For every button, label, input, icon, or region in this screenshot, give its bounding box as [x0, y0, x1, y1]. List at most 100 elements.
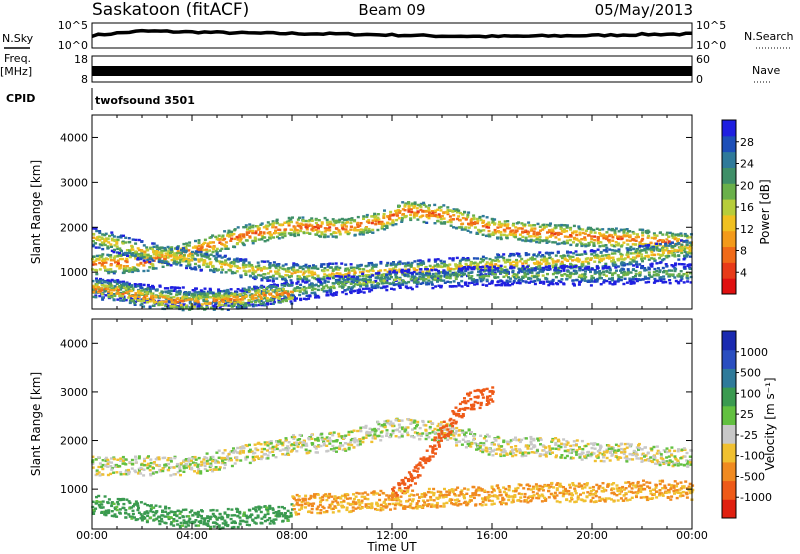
scatter-point: [206, 243, 210, 246]
scatter-point: [101, 296, 105, 299]
scatter-point: [521, 235, 525, 239]
scatter-point: [341, 277, 345, 280]
scatter-point: [187, 292, 190, 296]
scatter-point: [382, 281, 386, 285]
scatter-point: [374, 215, 378, 218]
scatter-point: [650, 264, 654, 267]
scatter-point: [668, 282, 672, 285]
scatter-point: [307, 271, 311, 274]
scatter-point: [308, 218, 312, 222]
scatter-point: [284, 279, 288, 283]
scatter-point: [686, 264, 690, 268]
scatter-point: [163, 257, 167, 261]
scatter-point: [143, 293, 147, 297]
scatter-point: [247, 304, 251, 307]
scatter-point: [437, 271, 441, 274]
scatter-point: [359, 283, 363, 286]
scatter-point: [158, 470, 162, 473]
scatter-point: [158, 247, 162, 251]
scatter-point: [460, 275, 464, 278]
scatter-point: [106, 268, 110, 271]
scatter-point: [325, 284, 329, 287]
scatter-point: [515, 264, 519, 268]
scatter-point: [157, 253, 161, 257]
scatter-point: [526, 258, 530, 261]
scatter-point: [512, 254, 516, 257]
scatter-point: [256, 266, 260, 269]
scatter-point: [476, 267, 480, 271]
beam-title: Beam 09: [358, 1, 425, 19]
scatter-point: [221, 268, 225, 271]
scatter-point: [347, 274, 351, 277]
scatter-point: [599, 258, 603, 261]
scatter-point: [610, 278, 614, 281]
scatter-point: [197, 295, 201, 298]
scatter-point: [593, 256, 597, 259]
scatter-point: [547, 280, 551, 283]
scatter-point: [484, 273, 488, 276]
scatter-point: [136, 284, 140, 288]
scatter-point: [236, 300, 240, 304]
scatter-point: [136, 297, 140, 301]
scatter-point: [632, 260, 636, 263]
scatter-point: [569, 263, 573, 267]
scatter-point: [593, 260, 597, 263]
scatter-point: [100, 292, 104, 296]
scatter-point: [425, 214, 429, 218]
scatter-point: [374, 279, 378, 283]
scatter-point: [316, 231, 320, 234]
scatter-point: [479, 229, 483, 232]
scatter-point: [388, 277, 392, 281]
scatter-point: [562, 240, 566, 244]
scatter-point: [449, 224, 453, 227]
scatter-point: [193, 299, 197, 303]
scatter-point: [226, 232, 230, 235]
scatter-point: [108, 234, 111, 238]
scatter-point: [133, 303, 137, 306]
scatter-point: [271, 220, 275, 223]
scatter-point: [641, 260, 644, 263]
scatter-point: [392, 261, 395, 264]
scatter-point: [296, 275, 300, 278]
scatter-point: [389, 210, 393, 214]
scatter-point: [600, 259, 603, 262]
scatter-point: [124, 458, 128, 461]
scatter-point: [136, 290, 140, 293]
scatter-point: [316, 223, 320, 227]
scatter-point: [548, 268, 552, 271]
scatter-point: [413, 211, 417, 214]
scatter-point: [248, 230, 252, 233]
scatter-point: [341, 282, 345, 286]
scatter-point: [406, 272, 410, 275]
scatter-point: [290, 294, 293, 297]
scatter-point: [371, 281, 375, 284]
scatter-point: [479, 218, 483, 222]
scatter-point: [304, 277, 308, 280]
colorbar-tick-label: 20: [740, 179, 754, 192]
scatter-point: [115, 282, 119, 286]
scatter-point: [334, 231, 338, 234]
scatter-point: [398, 286, 402, 289]
scatter-point: [493, 228, 497, 232]
scatter-point: [119, 299, 123, 302]
scatter-point: [130, 245, 134, 248]
scatter-point: [517, 271, 521, 274]
scatter-point: [524, 236, 528, 239]
scatter-point: [98, 231, 102, 235]
scatter-point: [439, 217, 443, 221]
scatter-point: [604, 265, 608, 268]
scatter-point: [626, 250, 630, 253]
scatter-point: [229, 239, 233, 242]
scatter-point: [359, 231, 363, 234]
scatter-point: [253, 304, 257, 307]
scatter-point: [620, 264, 624, 267]
scatter-point: [577, 275, 581, 279]
scatter-point: [565, 225, 569, 228]
scatter-point: [683, 256, 687, 260]
scatter-point: [262, 276, 266, 279]
scatter-point: [529, 240, 533, 243]
scatter-point: [263, 304, 267, 307]
nave-label: Nave: [752, 64, 780, 77]
scatter-point: [580, 253, 584, 256]
scatter-point: [379, 277, 383, 280]
